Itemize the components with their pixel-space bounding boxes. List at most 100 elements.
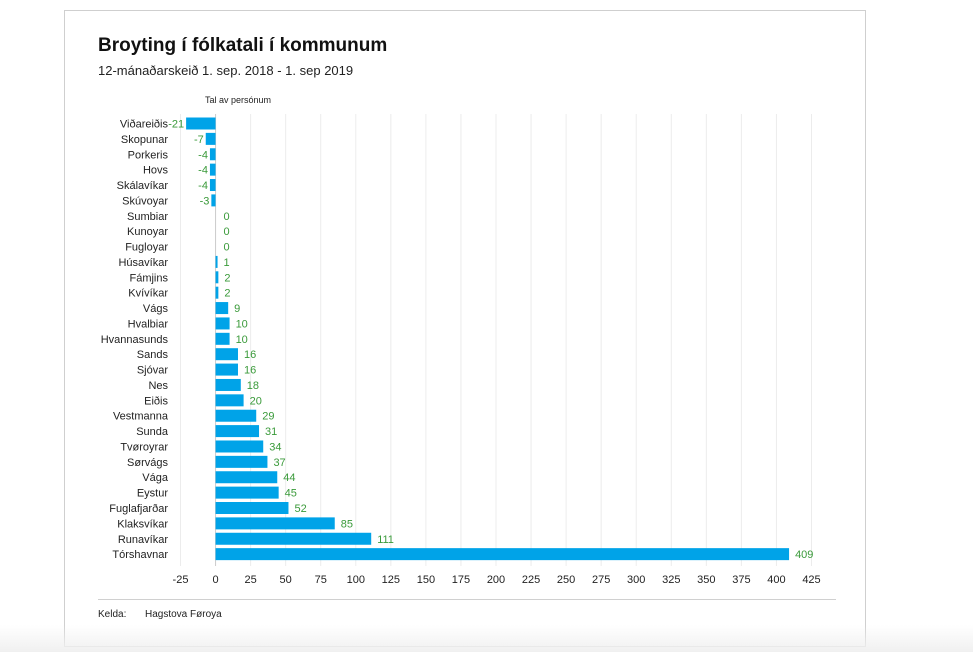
data-label: 1 xyxy=(224,257,230,269)
bar xyxy=(211,194,216,207)
category-label: Sands xyxy=(137,349,169,361)
data-label: 44 xyxy=(283,472,295,484)
x-tick-label: 325 xyxy=(662,574,680,586)
data-label: 52 xyxy=(294,503,306,515)
data-label: 10 xyxy=(236,318,248,330)
data-label: 37 xyxy=(273,457,285,469)
bar xyxy=(209,179,216,192)
data-label: 20 xyxy=(250,395,262,407)
data-label: 2 xyxy=(224,288,230,300)
x-tick-label: 150 xyxy=(417,574,435,586)
bar xyxy=(215,440,264,453)
category-label: Hovs xyxy=(143,165,169,177)
bar xyxy=(209,163,216,176)
category-label: Sørvágs xyxy=(127,457,168,469)
category-label: Vága xyxy=(142,472,169,484)
bar xyxy=(215,332,230,345)
x-tick-label: 400 xyxy=(767,574,785,586)
data-label: 18 xyxy=(247,380,259,392)
x-tick-label: 300 xyxy=(627,574,645,586)
data-label: 31 xyxy=(265,426,277,438)
category-label: Porkeris xyxy=(128,149,169,161)
data-label: -21 xyxy=(168,119,184,131)
category-label: Nes xyxy=(148,380,168,392)
data-label: 9 xyxy=(234,303,240,315)
data-label: 0 xyxy=(224,242,230,254)
data-label: 0 xyxy=(224,226,230,238)
bar xyxy=(215,548,790,561)
bar xyxy=(215,471,278,484)
chart-title: Broyting í fólkatali í kommunum xyxy=(98,35,388,56)
source-value: Hagstova Føroya xyxy=(145,609,222,620)
x-tick-label: 175 xyxy=(452,574,470,586)
category-label: Sumbiar xyxy=(127,211,168,223)
category-label: Fámjins xyxy=(129,272,168,284)
data-label: 409 xyxy=(795,549,813,561)
x-tick-label: 200 xyxy=(487,574,505,586)
data-label: -4 xyxy=(198,165,208,177)
x-tick-label: 50 xyxy=(280,574,292,586)
x-tick-label: 125 xyxy=(382,574,400,586)
bar xyxy=(215,394,244,407)
data-label: 111 xyxy=(377,534,394,546)
bar xyxy=(205,132,216,145)
bar xyxy=(215,486,279,499)
bar xyxy=(215,502,289,514)
category-label: Sjóvar xyxy=(137,365,169,377)
category-label: Skúvoyar xyxy=(122,195,168,207)
category-label: Húsavíkar xyxy=(118,257,168,269)
category-label: Skálavíkar xyxy=(117,180,169,192)
bar xyxy=(215,517,335,530)
category-label: Tórshavnar xyxy=(112,549,168,561)
data-label: 16 xyxy=(244,365,256,377)
bar xyxy=(209,148,216,161)
bar xyxy=(215,532,372,545)
x-tick-label: 350 xyxy=(697,574,715,586)
bar xyxy=(215,363,238,376)
x-tick-label: 425 xyxy=(802,574,820,586)
category-label: Sunda xyxy=(136,426,169,438)
category-label: Fuglafjarðar xyxy=(109,503,168,515)
source-label: Kelda: xyxy=(98,609,127,620)
chart-subtitle: 12-mánaðarskeið 1. sep. 2018 - 1. sep 20… xyxy=(98,63,354,78)
x-tick-label: 0 xyxy=(212,574,218,586)
category-label: Skopunar xyxy=(121,134,168,146)
category-label: Vágs xyxy=(143,303,169,315)
bar xyxy=(215,378,241,391)
x-tick-label: 375 xyxy=(732,574,750,586)
bar xyxy=(215,286,219,299)
bar xyxy=(215,317,230,330)
data-label: 0 xyxy=(224,211,230,223)
category-label: Eystur xyxy=(137,488,169,500)
category-label: Viðareiðis xyxy=(120,119,169,131)
category-label: Fugloyar xyxy=(125,242,168,254)
data-label: -4 xyxy=(198,180,208,192)
data-label: 16 xyxy=(244,349,256,361)
data-label: 34 xyxy=(269,441,281,453)
chart-card: Broyting í fólkatali í kommunum 12-mánað… xyxy=(64,10,866,647)
bar xyxy=(215,271,219,284)
category-label: Klaksvíkar xyxy=(117,518,168,530)
data-label: -7 xyxy=(194,134,204,146)
data-label: 29 xyxy=(262,411,274,423)
category-label: Hvannasunds xyxy=(101,334,169,346)
category-label: Runavíkar xyxy=(118,534,168,546)
x-tick-label: 100 xyxy=(347,574,365,586)
category-label: Hvalbiar xyxy=(128,318,169,330)
bar xyxy=(215,455,268,468)
x-axis-title: Tal av persónum xyxy=(205,95,271,105)
data-label: 85 xyxy=(341,518,353,530)
x-tick-label: 275 xyxy=(592,574,610,586)
data-label: 45 xyxy=(285,488,297,500)
bar xyxy=(186,117,216,130)
data-label: -4 xyxy=(198,149,208,161)
data-label: 2 xyxy=(224,272,230,284)
x-tick-label: 25 xyxy=(244,574,256,586)
category-label: Tvøroyrar xyxy=(120,441,168,453)
x-tick-label: 250 xyxy=(557,574,575,586)
bar xyxy=(215,255,218,268)
category-label: Vestmanna xyxy=(113,411,169,423)
x-tick-label: 75 xyxy=(315,574,327,586)
category-label: Kunoyar xyxy=(127,226,168,238)
